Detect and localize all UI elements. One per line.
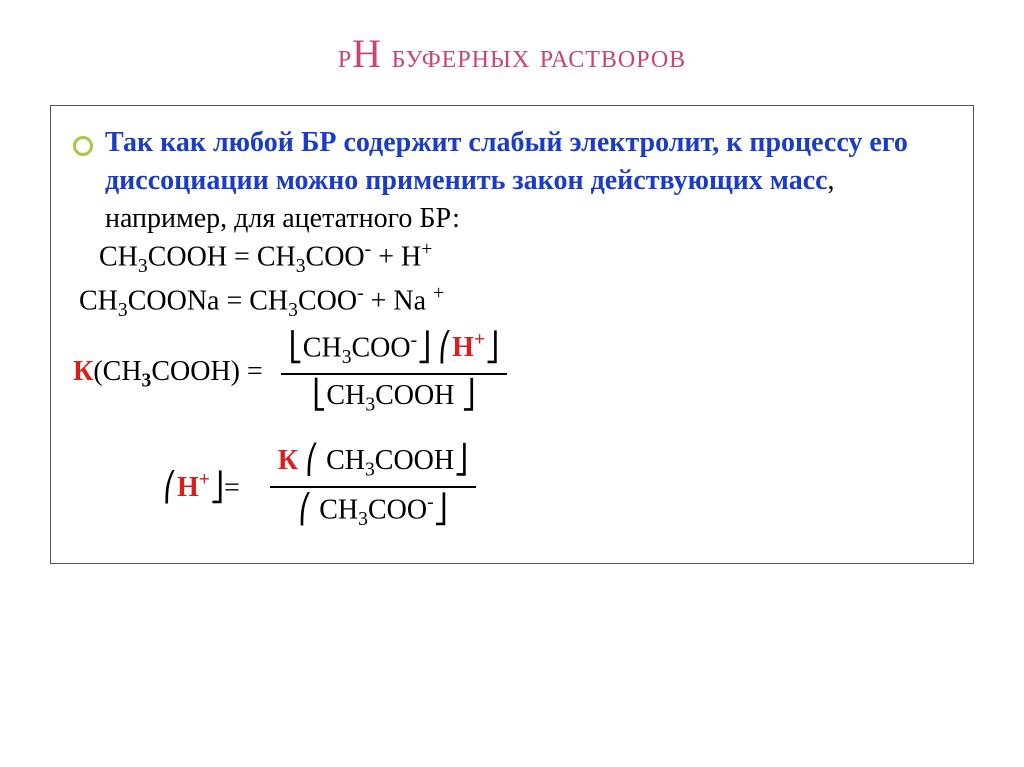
intro-bold: Так как любой БР содержит слабый электро… (105, 127, 908, 196)
rbracket-icon-4: ⎦ (210, 472, 224, 503)
num1-h: Н (452, 332, 474, 363)
eq2-sub: 3 (118, 300, 128, 321)
lbracket-icon-5: ⎛ (305, 445, 319, 476)
title-prefix: р (338, 38, 352, 75)
eq1-sub2: 3 (296, 256, 306, 277)
title-rest: буферных растворов (382, 38, 686, 75)
num1-hsup: + (474, 330, 485, 351)
k-numerator: ⎣СН3СОО-⎦ ⎛Н+⎦ (281, 328, 507, 375)
den2-a: СН (312, 494, 358, 525)
rbracket-icon-2: ⎦ (485, 332, 499, 363)
eq2-a: СН (79, 285, 118, 316)
lbracket-icon-3: ⎣ (312, 380, 326, 411)
eq1-b: СООН = СН (148, 242, 296, 273)
eq1-c: СОО (306, 242, 365, 273)
slide-title: рН буферных растворов (50, 30, 974, 77)
equation-2: СН3COONa = CH3COO- + Na + (79, 281, 951, 324)
rbracket-icon-6: ⎦ (434, 494, 448, 525)
slide: рН буферных растворов Так как любой БР с… (0, 0, 1024, 767)
equilibrium-constant: К(СН3СООН) = ⎣СН3СОО-⎦ ⎛Н+⎦ ⎣СН3СООН ⎦ (73, 328, 951, 419)
rbracket-icon-3: ⎦ (461, 380, 475, 411)
lbracket-icon-2: ⎛ (438, 332, 452, 363)
num2-sub: 3 (365, 459, 375, 480)
lbracket-icon: ⎣ (289, 332, 303, 363)
intro-text: Так как любой БР содержит слабый электро… (105, 124, 951, 237)
h-concentration: ⎛Н+⎦= К ⎛ СН3СООН⎦ ⎛ СН3СОО-⎦ (163, 442, 951, 533)
k-arg-r: СООН) = (151, 356, 262, 387)
eq1-sub: 3 (138, 256, 148, 277)
k-symbol: К (73, 356, 93, 387)
num2-a: СН (319, 445, 365, 476)
den1-b: СООН (375, 380, 461, 411)
num2-b: СООН (375, 445, 454, 476)
title-big-h: Н (352, 31, 382, 76)
rbracket-icon-5: ⎦ (454, 445, 468, 476)
h-numerator: К ⎛ СН3СООН⎦ (270, 442, 476, 488)
h-left: ⎛Н+⎦= (163, 468, 240, 507)
k-left: К(СН3СООН) = (73, 353, 263, 395)
den1-a: СН (326, 380, 365, 411)
lbracket-icon-6: ⎛ (298, 494, 312, 525)
equation-1: СН3СООН = СН3СОО- + Н+ (99, 237, 951, 280)
eq2-sup2: + (433, 283, 444, 304)
k-arg-l: (СН (93, 356, 141, 387)
eq1-sup2: + (421, 239, 432, 260)
lbracket-icon-4: ⎛ (163, 472, 177, 503)
k-denominator: ⎣СН3СООН ⎦ (281, 375, 507, 419)
content-box: Так как любой БР содержит слабый электро… (50, 105, 974, 564)
h-fraction: К ⎛ СН3СООН⎦ ⎛ СН3СОО-⎦ (270, 442, 476, 533)
num2-k: К (278, 445, 298, 476)
h-denominator: ⎛ СН3СОО-⎦ (270, 488, 476, 533)
eq2-sub2: 3 (288, 300, 298, 321)
den2-b: СОО (368, 494, 427, 525)
k-fraction: ⎣СН3СОО-⎦ ⎛Н+⎦ ⎣СН3СООН ⎦ (281, 328, 507, 419)
bullet-paragraph: Так как любой БР содержит слабый электро… (73, 124, 951, 237)
num1-sub: 3 (342, 347, 352, 368)
eq-sign: = (224, 472, 240, 503)
h-symbol: Н (177, 472, 199, 503)
den2-sub: 3 (358, 508, 368, 529)
eq2-b: COONa = CH (128, 285, 288, 316)
rbracket-icon: ⎦ (417, 332, 431, 363)
eq2-c: COO (298, 285, 357, 316)
eq1-d: + Н (371, 242, 421, 273)
h-sup: + (199, 470, 210, 491)
eq1-a: СН (99, 242, 138, 273)
eq2-d: + Na (364, 285, 433, 316)
bullet-icon (73, 136, 93, 156)
k-arg-sub: 3 (142, 370, 152, 391)
num1-a: СН (303, 332, 342, 363)
den1-sub: 3 (365, 395, 375, 416)
num1-b: СОО (352, 332, 411, 363)
